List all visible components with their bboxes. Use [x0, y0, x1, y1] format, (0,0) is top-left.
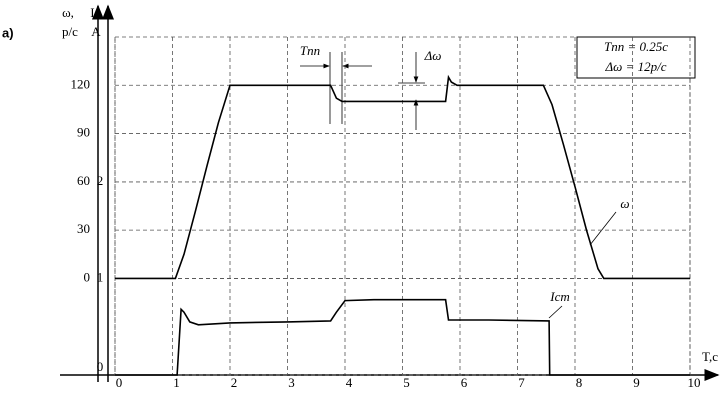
x-tick-label: 0 [116, 375, 123, 390]
annotation: Tпп [300, 43, 320, 58]
series-line [115, 298, 690, 376]
annotation: Δω [424, 48, 442, 63]
leader-line [548, 305, 563, 319]
series-line [115, 74, 690, 280]
y-tick-label: 120 [71, 76, 91, 91]
info-text: Tпп = 0.25c [604, 39, 668, 54]
x-tick-label: 5 [403, 375, 410, 390]
y2-tick-label: 2 [97, 173, 104, 188]
y-tick-label: 30 [77, 221, 90, 236]
y2-tick-label: 1 [97, 269, 104, 284]
y-tick-label: 90 [77, 125, 90, 140]
x-tick-label: 10 [688, 375, 701, 390]
y-tick-label: 0 [84, 269, 91, 284]
leader-line [589, 211, 617, 246]
y-axis-label: ω, [62, 5, 74, 20]
y2-tick-label: 0 [97, 359, 104, 374]
series-label: Iст [549, 289, 570, 304]
series-label: ω [620, 196, 629, 211]
info-text: Δω = 12p/c [605, 59, 667, 74]
panel-label: a) [2, 25, 14, 40]
x-tick-label: 3 [288, 375, 295, 390]
x-tick-label: 6 [461, 375, 468, 390]
x-tick-label: 9 [633, 375, 640, 390]
y2-axis-label: A [91, 24, 101, 39]
info-box [576, 36, 696, 79]
y-axis-label: p/c [62, 24, 78, 39]
x-tick-label: 8 [576, 375, 583, 390]
x-tick-label: 4 [346, 375, 353, 390]
x-tick-label: 2 [231, 375, 238, 390]
x-tick-label: 1 [173, 375, 180, 390]
x-tick-label: 7 [518, 375, 525, 390]
y2-axis-label: I, [90, 5, 98, 20]
x-axis-label: T,c [702, 349, 718, 364]
y-tick-label: 60 [77, 173, 90, 188]
